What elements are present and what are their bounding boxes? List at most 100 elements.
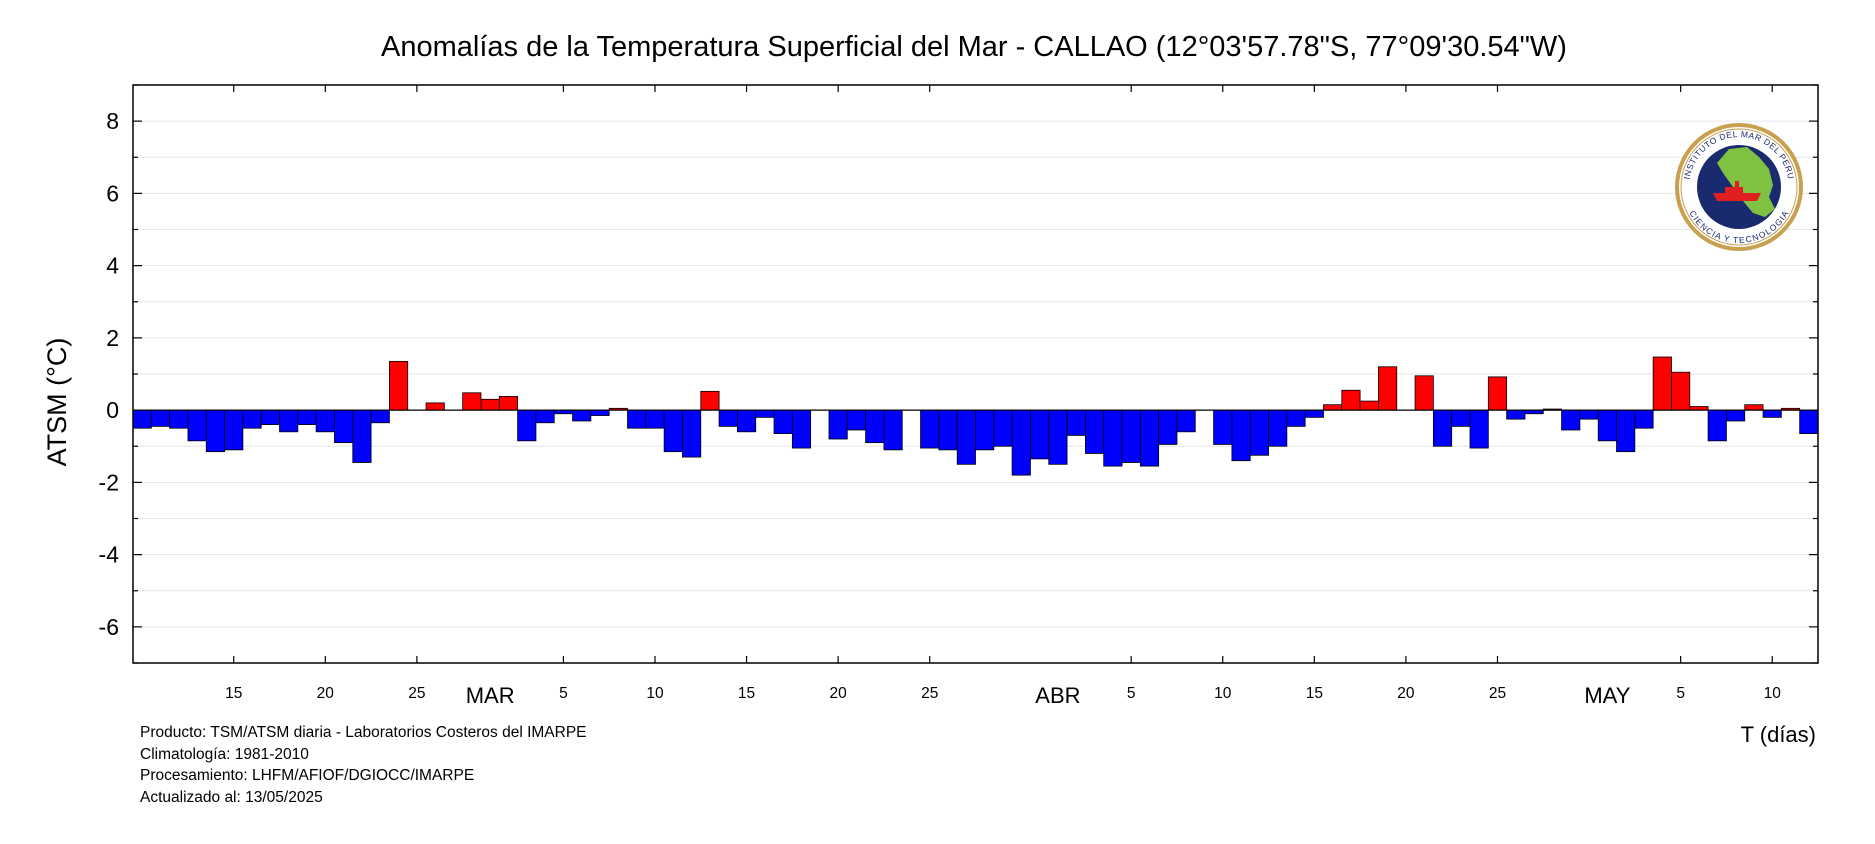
x-tick-label: 10: [646, 685, 664, 702]
y-tick-label: 4: [106, 253, 119, 279]
bar: [828, 409, 848, 440]
bar: [883, 409, 903, 451]
bar: [1304, 409, 1324, 418]
bar: [1268, 409, 1288, 447]
bar: [1066, 409, 1086, 436]
bar: [334, 409, 354, 444]
bar: [663, 409, 683, 453]
bar: [297, 409, 317, 425]
x-tick-label: 25: [408, 685, 425, 702]
bar: [590, 409, 610, 416]
month-label: MAY: [1584, 683, 1630, 708]
x-tick-label: 20: [1397, 685, 1415, 702]
bar: [1121, 409, 1141, 463]
bar: [865, 409, 885, 444]
bar: [1030, 409, 1050, 460]
bar: [846, 409, 867, 431]
x-tick-label: 5: [1127, 685, 1136, 702]
bar: [169, 409, 189, 429]
bar: [1048, 409, 1068, 465]
bar: [205, 409, 225, 453]
y-tick-labels: 8 6 4 2 0 -2 -4 -6: [99, 108, 120, 640]
bar: [1084, 409, 1105, 454]
bar: [1726, 409, 1746, 422]
y-tick-label: 0: [106, 397, 119, 423]
bar: [1799, 409, 1819, 435]
x-tick-label: 5: [559, 685, 568, 702]
bar: [1103, 409, 1123, 467]
bar: [132, 409, 152, 429]
x-axis-label: T (días): [1741, 722, 1816, 747]
bar: [224, 409, 244, 451]
chart-title: Anomalías de la Temperatura Superficial …: [381, 31, 1567, 63]
bar: [1414, 375, 1434, 411]
bar: [1707, 409, 1727, 442]
bar: [1432, 409, 1453, 447]
y-tick-label: -6: [99, 614, 119, 640]
gridlines: [133, 84, 1818, 664]
bar: [993, 409, 1013, 447]
bar: [498, 395, 519, 411]
y-tick-label: 8: [106, 108, 119, 134]
footer-actualizado: Actualizado al: 13/05/2025: [140, 788, 323, 806]
bar: [187, 409, 207, 442]
bar: [1762, 409, 1782, 418]
peru-map-shape: [1717, 147, 1775, 217]
y-tick-label: 2: [106, 325, 119, 351]
bar: [389, 360, 409, 411]
x-tick-label: 10: [1764, 685, 1782, 702]
footer-notes: Producto: TSM/ATSM diaria - Laboratorios…: [140, 722, 587, 808]
bar: [1158, 409, 1178, 445]
bar: [1249, 409, 1269, 456]
bar: [1139, 409, 1160, 467]
bar: [956, 409, 976, 465]
bar: [1616, 409, 1636, 453]
y-axis-label: ATSM (°C): [42, 338, 72, 467]
x-tick-label: 15: [738, 685, 755, 702]
bar: [755, 409, 775, 418]
bar: [315, 409, 335, 433]
bar: [700, 390, 720, 411]
bar: [1744, 404, 1764, 411]
bar: [1176, 409, 1196, 433]
bar: [975, 409, 995, 451]
bar: [1561, 409, 1581, 431]
x-tick-label: 20: [317, 685, 335, 702]
bar: [425, 402, 445, 411]
x-tick-label: 5: [1676, 685, 1685, 702]
bar: [1378, 366, 1398, 411]
bar: [150, 409, 171, 427]
bar: [517, 409, 537, 442]
bar: [1011, 409, 1031, 476]
bar: [773, 409, 793, 435]
bar: [1671, 371, 1691, 411]
bar: [1286, 409, 1306, 427]
month-label: ABR: [1035, 683, 1080, 708]
x-tick-label: 20: [830, 685, 848, 702]
bar: [1634, 409, 1654, 429]
bar: [645, 409, 665, 429]
bar: [920, 409, 940, 449]
bar: [242, 409, 262, 429]
x-tick-label: 10: [1214, 685, 1232, 702]
y-tick-label: -4: [99, 542, 120, 568]
x-tick-label: 25: [921, 685, 938, 702]
bar: [279, 409, 299, 433]
bar: [1213, 409, 1233, 445]
bar: [1323, 404, 1343, 411]
bar: [480, 398, 500, 411]
footer-climatologia: Climatología: 1981-2010: [140, 745, 309, 763]
bar: [1469, 409, 1489, 449]
bar: [627, 409, 647, 429]
bar: [718, 409, 738, 427]
bars-group: [132, 356, 1819, 476]
bar: [682, 409, 702, 458]
bar: [1341, 389, 1361, 411]
bar: [535, 409, 555, 424]
x-tick-label: 15: [225, 685, 242, 702]
bar: [260, 409, 280, 425]
bar: [352, 409, 372, 463]
bar: [572, 409, 592, 422]
imarpe-logo: INSTITUTO DEL MAR DEL PERU CIENCIA Y TEC…: [1675, 123, 1803, 251]
